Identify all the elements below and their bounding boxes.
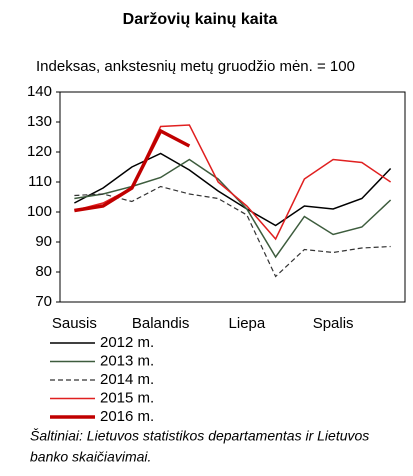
x-tick-label: Spalis xyxy=(313,315,354,332)
series-line xyxy=(74,152,392,227)
y-tick-label: 80 xyxy=(35,263,52,280)
legend-label: 2016 m. xyxy=(100,408,154,425)
source-note: Šaltiniai: Lietuvos statistikos departam… xyxy=(30,428,369,444)
y-tick-label: 140 xyxy=(27,83,52,100)
series-line xyxy=(74,128,191,213)
legend-label: 2013 m. xyxy=(100,352,154,369)
y-tick-label: 70 xyxy=(35,293,52,310)
y-tick-label: 100 xyxy=(27,203,52,220)
chart-title: Daržovių kainų kaita xyxy=(123,11,278,28)
series-line xyxy=(74,185,391,278)
legend-label: 2015 m. xyxy=(100,389,154,406)
legend-label: 2014 m. xyxy=(100,371,154,388)
y-tick-label: 130 xyxy=(27,113,52,130)
legend-label: 2012 m. xyxy=(100,334,154,351)
x-tick-label: Sausis xyxy=(52,315,97,332)
y-tick-label: 110 xyxy=(28,173,52,190)
series-line xyxy=(74,124,392,241)
y-tick-label: 120 xyxy=(27,143,52,160)
chart-subtitle: Indeksas, ankstesnių metų gruodžio mėn. … xyxy=(36,58,355,75)
x-tick-label: Liepa xyxy=(229,315,266,332)
x-tick-label: Balandis xyxy=(132,315,190,332)
y-tick-label: 90 xyxy=(35,233,52,250)
source-note: banko skaičiavimai. xyxy=(30,449,151,465)
plot-frame xyxy=(59,91,406,303)
